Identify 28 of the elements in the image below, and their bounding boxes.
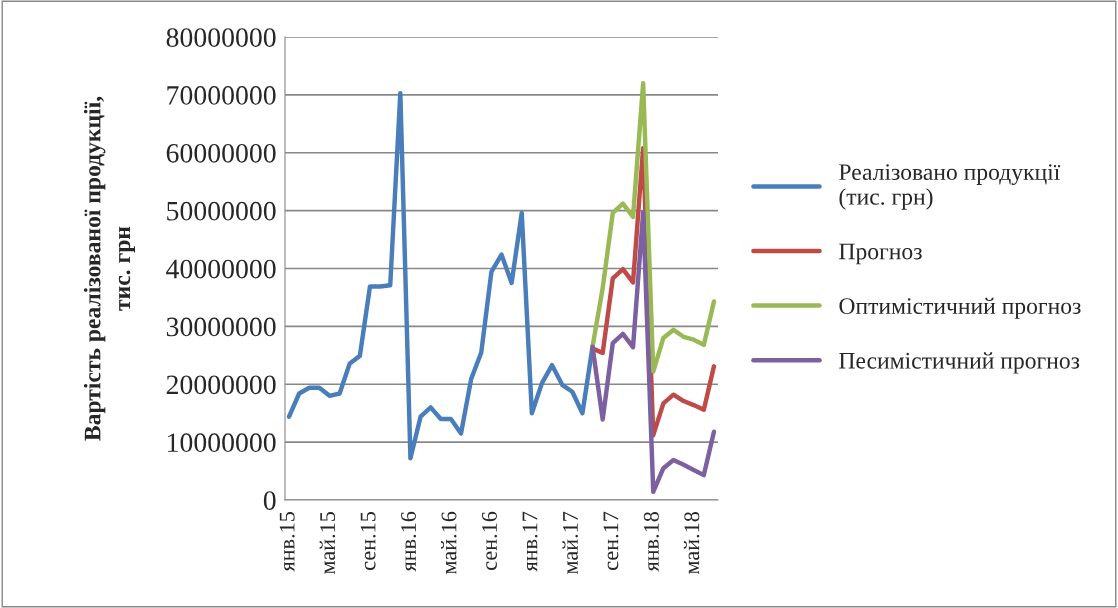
y-tick-label: 40000000 (166, 259, 276, 279)
x-tick-label: май.16 (441, 511, 457, 575)
line-series (286, 90, 595, 461)
line-series (590, 210, 717, 495)
line-series (590, 81, 717, 374)
y-axis-title: Вартість реалізованої продукції, тис. грн (83, 96, 135, 441)
y-tick-label: 80000000 (166, 28, 276, 47)
legend-label: Песимістичний прогноз (839, 352, 1080, 374)
x-tick-label: сен.16 (482, 511, 498, 570)
legend-label: Прогноз (839, 243, 922, 265)
y-tick-label: 60000000 (166, 143, 276, 163)
x-tick-label: янв.15 (279, 511, 295, 572)
legend-label: Реалізовано продукції (тис. грн) (839, 164, 1061, 210)
y-tick-label: 20000000 (166, 375, 276, 395)
y-tick-label: 70000000 (167, 86, 276, 105)
y-tick-label: 30000000 (166, 317, 276, 337)
x-tick-label: янв.17 (522, 511, 538, 572)
y-tick-label: 10000000 (168, 433, 276, 453)
legend-label: Оптимістичний прогноз (839, 297, 1081, 319)
x-tick-label: май.18 (683, 511, 700, 575)
x-tick-label: янв.16 (401, 511, 417, 572)
x-tick-label: май.15 (319, 511, 336, 575)
x-tick-label: май.17 (562, 511, 578, 575)
x-tick-label: сен.15 (360, 511, 376, 570)
y-tick-label: 50000000 (167, 201, 276, 221)
x-tick-label: янв.18 (643, 511, 659, 572)
x-tick-label: сен.17 (603, 511, 619, 570)
y-tick-label: 0 (263, 491, 276, 510)
